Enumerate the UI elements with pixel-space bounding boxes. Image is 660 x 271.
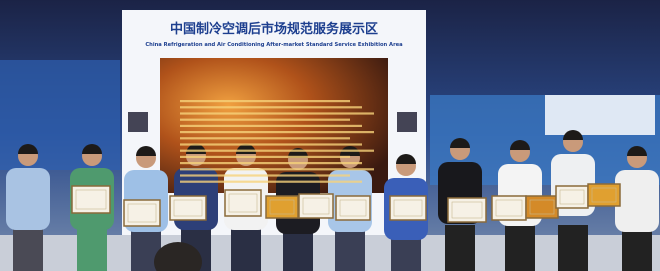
left-booth (0, 60, 120, 170)
certificate (299, 194, 333, 218)
sign-subtitle: China Refrigeration and Air Conditioning… (145, 42, 403, 48)
certificate (170, 196, 206, 220)
screen-text-line (180, 181, 362, 183)
screen-text-line (180, 112, 374, 114)
screen-text-line (180, 162, 362, 164)
screen-text-line (180, 168, 374, 170)
screen-text-line (180, 100, 350, 102)
certificate (336, 196, 370, 220)
screen-text-line (180, 174, 350, 176)
person-legs (505, 225, 535, 271)
page: 中国制冷空调后市场规范服务展示区 China Refrigeration and… (0, 0, 660, 271)
person-legs (13, 225, 43, 271)
photo: 中国制冷空调后市场规范服务展示区 China Refrigeration and… (0, 0, 660, 271)
person-legs (558, 225, 588, 271)
right-booth-sign (545, 95, 655, 135)
person-body (6, 168, 50, 230)
certificate (266, 196, 298, 218)
screen-text-line (180, 150, 374, 152)
person-legs (445, 225, 475, 271)
certificate (492, 196, 526, 220)
certificate (526, 196, 558, 218)
certificate (448, 198, 486, 222)
screen-text-line (180, 125, 362, 127)
screen-text-line (180, 143, 362, 145)
screen-text-line (180, 156, 350, 158)
person-legs (231, 225, 261, 271)
screen-text-line (180, 131, 374, 133)
certificate (390, 196, 426, 220)
qr-code-right (397, 112, 417, 132)
screen-text-line (180, 106, 362, 108)
certificate (556, 186, 588, 208)
sign-title: 中国制冷空调后市场规范服务展示区 (170, 21, 378, 37)
screen-text-line (180, 137, 350, 139)
person-body (615, 170, 659, 232)
person-legs (77, 225, 107, 271)
screen-text-line (180, 119, 350, 121)
qr-code-left (128, 112, 148, 132)
certificate (588, 184, 620, 206)
